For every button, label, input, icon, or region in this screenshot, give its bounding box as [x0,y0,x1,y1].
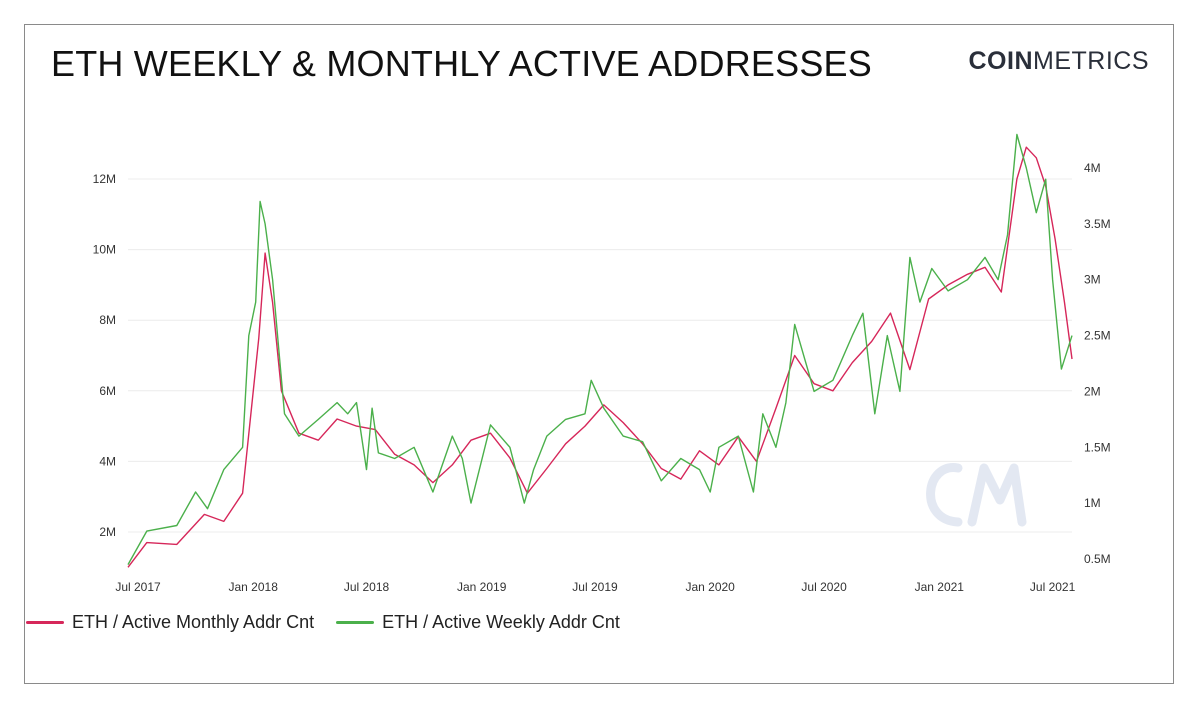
y-right-tick-label: 3M [1084,273,1101,287]
legend-item-weekly[interactable]: ETH / Active Weekly Addr Cnt [336,612,620,633]
chart-card: ETH WEEKLY & MONTHLY ACTIVE ADDRESSES CO… [24,24,1174,684]
x-tick-label: Jul 2019 [572,580,618,594]
y-right-tick-label: 1M [1084,496,1101,510]
x-tick-label: Jul 2018 [344,580,390,594]
legend-label-monthly: ETH / Active Monthly Addr Cnt [72,612,315,632]
brand-logo: COINMETRICS [969,47,1150,76]
legend-swatch-weekly [336,621,375,624]
series-line-weekly[interactable] [127,133,1073,565]
legend-item-monthly[interactable]: ETH / Active Monthly Addr Cnt [26,612,314,633]
y-left-tick-label: 2M [99,525,116,539]
cm-watermark-icon [926,463,1027,527]
y-axis-left: 2M 4M 6M 8M 10M 12M [93,172,116,539]
x-tick-label: Jan 2020 [685,580,735,594]
y-right-tick-label: 2.5M [1084,329,1111,343]
x-tick-label: Jul 2021 [1030,580,1076,594]
y-right-tick-label: 2M [1084,384,1101,398]
series-lines [127,133,1073,568]
y-left-tick-label: 12M [93,172,116,186]
y-right-tick-label: 3.5M [1084,217,1111,231]
brand-light: METRICS [1033,47,1149,75]
x-tick-label: Jan 2021 [915,580,965,594]
legend-swatch-monthly [26,621,64,624]
x-axis: Jul 2017 Jan 2018 Jul 2018 Jan 2019 Jul 2019… [115,580,1075,594]
y-right-tick-label: 4M [1084,161,1101,175]
y-right-tick-label: 1.5M [1084,440,1111,454]
brand-bold: COIN [968,47,1033,75]
y-left-tick-label: 6M [99,384,116,398]
y-axis-right: 0.5M 1M 1.5M 2M 2.5M 3M 3.5M 4M [1084,161,1111,566]
y-left-tick-label: 10M [93,243,116,257]
x-tick-label: Jul 2020 [801,580,847,594]
y-left-tick-label: 8M [99,313,116,327]
x-tick-label: Jan 2019 [457,580,507,594]
chart-title: ETH WEEKLY & MONTHLY ACTIVE ADDRESSES [51,43,872,84]
legend: ETH / Active Monthly Addr Cnt ETH / Acti… [26,612,620,633]
x-tick-label: Jul 2017 [115,580,161,594]
legend-label-weekly: ETH / Active Weekly Addr Cnt [382,612,620,632]
y-right-tick-label: 0.5M [1084,552,1111,566]
y-left-tick-label: 4M [99,454,116,468]
gridlines [128,178,1072,533]
series-line-monthly[interactable] [127,146,1073,568]
x-tick-label: Jan 2018 [229,580,279,594]
